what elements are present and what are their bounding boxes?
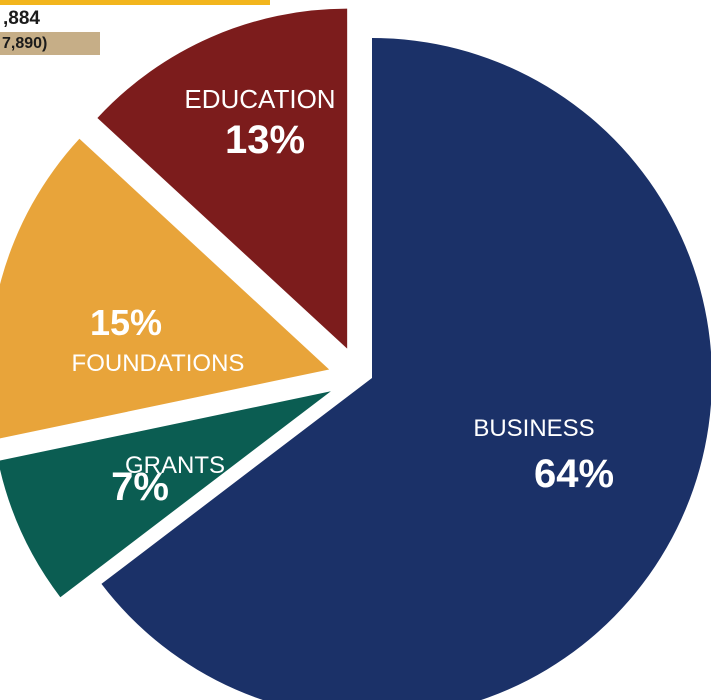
pie-slice-business — [101, 38, 711, 700]
slice-name-label: EDUCATION — [184, 84, 335, 114]
slice-value-label: 13% — [225, 118, 305, 162]
total-sub-label: 7,890) — [0, 32, 100, 55]
slice-name-label: FOUNDATIONS — [72, 350, 245, 377]
pie-slice-foundations — [0, 138, 330, 439]
total-amount-label: ,884 — [3, 8, 40, 29]
slice-value-label: 7% — [111, 465, 169, 509]
slice-name-label: GRANTS — [125, 452, 225, 479]
pie-slice-education — [97, 8, 348, 349]
slice-name-label: BUSINESS — [473, 415, 594, 442]
header-accent-bar — [0, 0, 270, 5]
slice-value-label: 15% — [90, 302, 162, 343]
slice-value-label: 64% — [534, 452, 614, 496]
pie-slice-grants — [0, 391, 331, 598]
